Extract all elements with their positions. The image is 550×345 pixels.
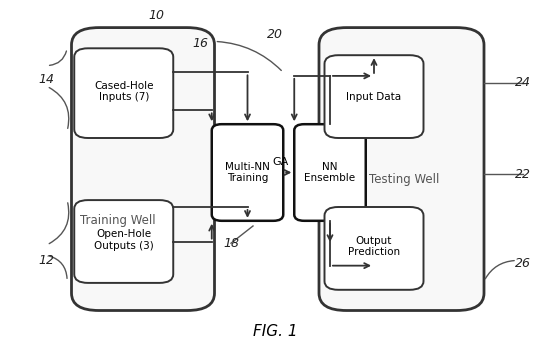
FancyBboxPatch shape: [74, 48, 173, 138]
Text: GA: GA: [272, 157, 289, 167]
Text: Open-Hole
Outputs (3): Open-Hole Outputs (3): [94, 229, 153, 250]
Text: Multi-NN
Training: Multi-NN Training: [225, 162, 270, 183]
FancyBboxPatch shape: [212, 124, 283, 221]
Text: Input Data: Input Data: [346, 92, 402, 101]
Text: Output
Prediction: Output Prediction: [348, 236, 400, 257]
Text: NN
Ensemble: NN Ensemble: [305, 162, 355, 183]
Text: 12: 12: [39, 254, 55, 267]
Text: 22: 22: [514, 168, 531, 181]
Text: Testing Well: Testing Well: [369, 173, 439, 186]
Text: Cased-Hole
Inputs (7): Cased-Hole Inputs (7): [94, 81, 153, 102]
Text: Training Well: Training Well: [80, 214, 156, 227]
Text: FIG. 1: FIG. 1: [252, 324, 298, 339]
Text: 26: 26: [514, 257, 531, 270]
FancyBboxPatch shape: [324, 207, 424, 290]
FancyBboxPatch shape: [72, 28, 214, 311]
FancyBboxPatch shape: [324, 55, 424, 138]
Text: 20: 20: [267, 28, 283, 41]
FancyBboxPatch shape: [74, 200, 173, 283]
Text: 10: 10: [148, 9, 165, 22]
FancyBboxPatch shape: [319, 28, 484, 311]
Text: 18: 18: [223, 237, 239, 250]
Text: 24: 24: [514, 76, 531, 89]
Text: 16: 16: [192, 37, 209, 50]
Text: 14: 14: [39, 73, 55, 86]
FancyBboxPatch shape: [294, 124, 366, 221]
